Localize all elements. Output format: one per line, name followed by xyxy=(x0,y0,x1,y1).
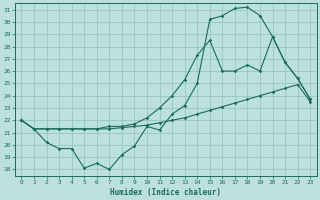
X-axis label: Humidex (Indice chaleur): Humidex (Indice chaleur) xyxy=(110,188,221,197)
